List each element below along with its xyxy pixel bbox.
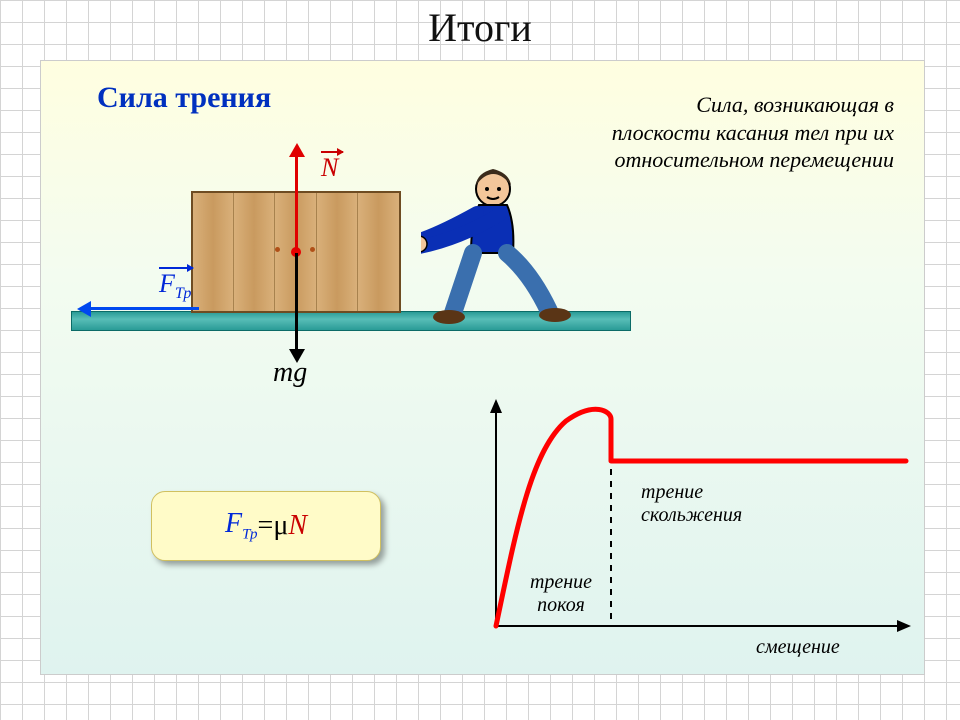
- label-x-axis: смещение: [756, 636, 840, 659]
- content-panel: Сила трения Сила, возникающая в плоскост…: [40, 60, 925, 675]
- label-static-friction: трение покоя: [511, 571, 611, 617]
- formula-F: FТр: [225, 508, 258, 544]
- friction-graph: трение покоя трение скольжения смещение: [456, 391, 916, 671]
- label-N: N: [321, 153, 338, 183]
- arrow-Ftr: [89, 307, 199, 310]
- formula-equals: =: [258, 510, 274, 542]
- arrow-N-head: [289, 143, 305, 157]
- formula-N: N: [288, 510, 307, 542]
- label-mg: mg: [273, 357, 307, 389]
- label-Ftr: FТр: [159, 269, 191, 303]
- formula-mu: μ: [273, 510, 288, 542]
- page-title: Итоги: [0, 4, 960, 51]
- arrow-Ftr-head: [77, 301, 91, 317]
- formula-box: FТр = μ N: [151, 491, 381, 561]
- label-kinetic-friction: трение скольжения: [641, 481, 801, 527]
- definition-text: Сила, возникающая в плоскости касания те…: [604, 91, 894, 174]
- person-pulling-icon: [421, 163, 581, 333]
- arrow-N: [295, 151, 298, 251]
- heading: Сила трения: [97, 81, 271, 115]
- arrow-mg: [295, 253, 298, 351]
